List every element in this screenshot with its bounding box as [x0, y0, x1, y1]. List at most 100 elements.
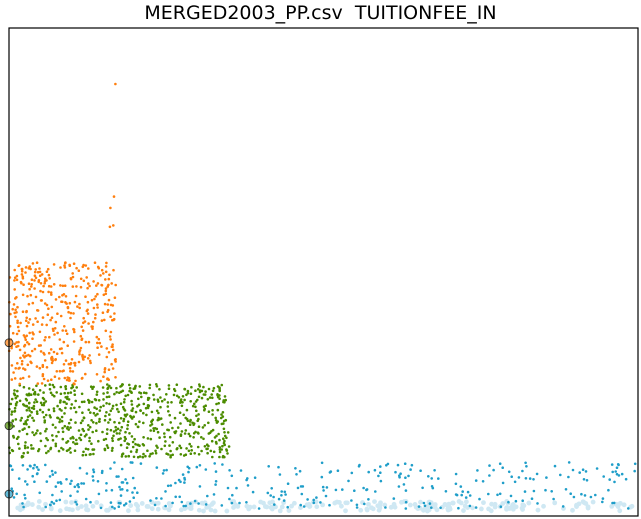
data-point	[149, 452, 152, 456]
data-point	[117, 475, 120, 478]
data-point	[203, 445, 207, 448]
data-point	[10, 364, 14, 367]
data-point	[144, 454, 147, 458]
data-point	[419, 469, 422, 473]
data-point	[532, 489, 536, 493]
data-point	[169, 455, 172, 459]
data-point	[184, 504, 187, 508]
data-point	[177, 396, 181, 399]
strip-point	[407, 502, 413, 508]
data-point	[169, 421, 172, 424]
data-point	[223, 434, 227, 438]
strip-point	[291, 500, 297, 506]
strip-point	[458, 500, 464, 506]
data-point	[33, 347, 37, 351]
data-point	[80, 337, 84, 341]
data-point	[214, 470, 218, 473]
data-point	[513, 480, 517, 484]
data-point	[454, 472, 458, 476]
strip-point	[75, 505, 81, 511]
data-point	[58, 369, 62, 373]
data-point	[69, 362, 72, 366]
data-point	[64, 359, 68, 362]
data-point	[134, 384, 137, 388]
data-point	[514, 499, 518, 503]
data-point	[33, 401, 36, 404]
data-point	[218, 450, 222, 454]
data-point	[50, 500, 54, 504]
data-point	[50, 469, 54, 473]
data-point	[119, 443, 123, 447]
data-point	[509, 494, 513, 498]
strip-point	[377, 503, 383, 508]
data-point	[499, 505, 503, 509]
data-point	[106, 428, 109, 431]
data-point	[221, 411, 225, 414]
data-point	[49, 503, 52, 507]
data-point	[40, 382, 44, 385]
data-point	[80, 325, 83, 329]
data-point	[222, 437, 225, 441]
data-point	[86, 448, 90, 451]
data-point	[111, 348, 115, 352]
strip-point	[521, 503, 527, 509]
data-point	[12, 303, 16, 306]
data-point	[350, 471, 354, 475]
data-point	[119, 429, 122, 432]
data-point	[230, 501, 234, 505]
data-point	[106, 303, 110, 306]
data-point	[15, 362, 19, 365]
data-point	[114, 429, 118, 432]
strip-point	[25, 500, 31, 506]
data-point	[209, 449, 213, 453]
data-point	[16, 325, 20, 329]
data-point	[71, 275, 75, 279]
data-point	[72, 340, 76, 343]
data-point	[128, 500, 132, 503]
data-point	[141, 443, 145, 446]
data-point	[31, 337, 34, 341]
data-point	[110, 488, 114, 492]
data-point	[104, 289, 108, 293]
data-point	[89, 411, 92, 414]
data-point	[40, 323, 44, 326]
data-point	[188, 423, 192, 427]
data-point	[595, 467, 599, 470]
data-point	[73, 406, 76, 410]
data-point	[84, 295, 87, 299]
data-point	[246, 484, 250, 487]
data-point	[97, 399, 101, 402]
data-point	[168, 444, 171, 447]
data-point	[126, 420, 130, 424]
data-point	[34, 295, 38, 299]
strip-point	[541, 503, 546, 509]
data-point	[135, 450, 138, 454]
strip-point	[511, 503, 517, 509]
data-point	[104, 278, 107, 281]
data-point	[60, 446, 63, 450]
data-point	[238, 501, 241, 505]
data-point	[38, 274, 42, 278]
data-point	[28, 464, 32, 468]
data-point	[105, 402, 108, 405]
data-point	[12, 436, 16, 439]
data-point	[13, 393, 17, 397]
data-point	[184, 429, 188, 432]
strip-point	[412, 502, 418, 507]
data-point	[51, 423, 55, 427]
data-point	[564, 488, 568, 491]
strip-point	[286, 508, 292, 513]
data-point	[27, 387, 31, 390]
data-point	[78, 302, 81, 306]
data-point	[51, 327, 55, 331]
data-point	[109, 501, 113, 504]
data-point	[23, 345, 26, 348]
data-point	[501, 466, 505, 470]
data-point	[44, 505, 47, 509]
data-point	[108, 225, 112, 229]
strip-point	[84, 507, 89, 513]
strip-point	[268, 505, 274, 510]
data-point	[66, 306, 70, 310]
data-point	[117, 501, 121, 505]
strip-point	[447, 506, 453, 512]
